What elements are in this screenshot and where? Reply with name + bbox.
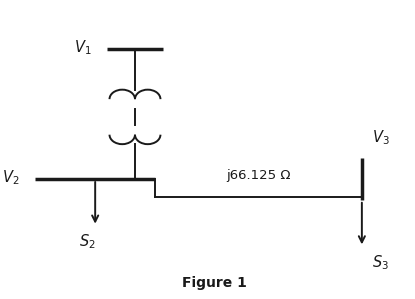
Text: Figure 1: Figure 1 (182, 276, 247, 290)
Text: $V_1$: $V_1$ (74, 38, 91, 57)
Text: $V_2$: $V_2$ (2, 168, 20, 187)
Text: j66.125 Ω: j66.125 Ω (226, 169, 290, 182)
Text: $S_3$: $S_3$ (372, 253, 389, 272)
Text: $V_3$: $V_3$ (372, 128, 389, 147)
Text: $S_2$: $S_2$ (79, 232, 95, 251)
